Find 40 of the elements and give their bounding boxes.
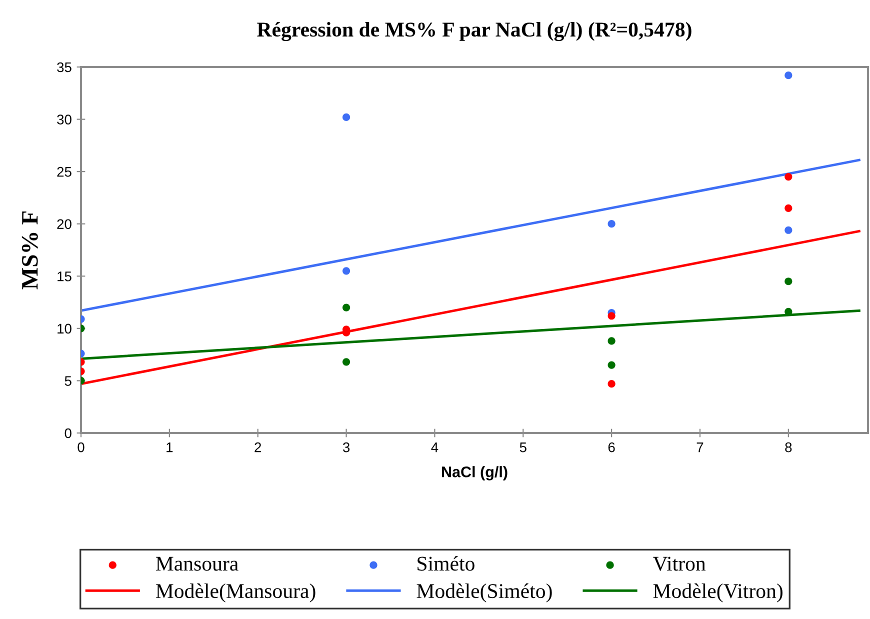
x-axis-title: NaCl (g/l) <box>442 466 508 480</box>
legend-label: Modèle(Vitron) <box>653 583 782 602</box>
point <box>784 172 792 181</box>
point <box>608 312 616 320</box>
point <box>608 337 616 345</box>
legend-label: Vitron <box>652 556 706 571</box>
x-tick-label: 2 <box>254 442 262 452</box>
point <box>342 113 350 121</box>
x-tick-label: 7 <box>696 442 704 452</box>
x-tick-label: 8 <box>785 442 792 452</box>
y-tick-label: 0 <box>64 428 72 438</box>
x-tick-label: 4 <box>431 442 438 452</box>
y-axis-title: MS% F <box>22 211 38 290</box>
point <box>784 204 792 212</box>
y-tick-label: 10 <box>58 324 72 334</box>
x-tick-label: 5 <box>520 442 526 452</box>
y-tick-label: 5 <box>64 376 72 386</box>
point <box>608 220 616 228</box>
point <box>342 358 350 366</box>
point <box>784 72 792 80</box>
legend-label: Mansoura <box>156 556 238 571</box>
legend-label: Modèle(Mansoura) <box>156 583 316 602</box>
point <box>784 226 792 234</box>
y-tick-label: 25 <box>57 166 72 177</box>
x-tick-label: 3 <box>342 442 350 452</box>
legend-label: Siméto <box>418 556 474 571</box>
y-tick-label: 15 <box>58 272 72 282</box>
y-tick-label: 20 <box>57 219 72 230</box>
x-tick-label: 6 <box>608 442 615 452</box>
x-tick-label: 1 <box>166 442 173 452</box>
chart-title: Régression de MS% F par NaCl (g/l) (R²=0,5478) <box>257 22 692 42</box>
legend-label: Modèle(Siméto) <box>416 583 552 602</box>
x-tick-label: 0 <box>78 442 84 452</box>
point <box>342 304 350 312</box>
point <box>342 267 350 275</box>
y-tick-label: 30 <box>57 114 72 124</box>
point <box>784 278 792 286</box>
point <box>608 361 616 369</box>
point <box>608 380 616 388</box>
y-tick-label: 35 <box>57 62 72 72</box>
